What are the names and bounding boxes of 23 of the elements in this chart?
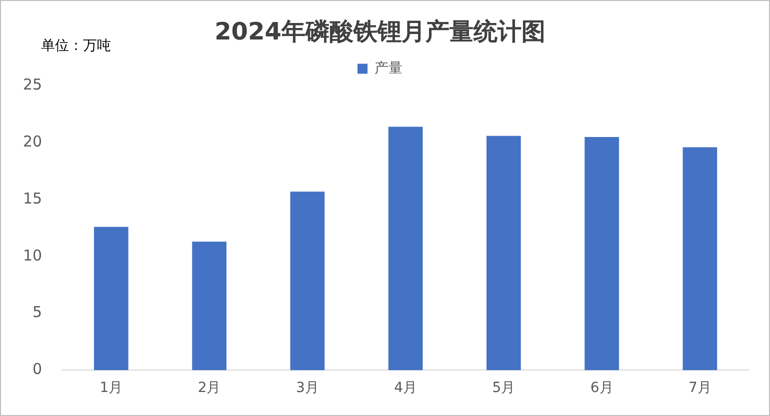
y-tick-label: 20 <box>22 132 42 151</box>
bar <box>486 136 521 370</box>
chart-title: 2024年磷酸铁锂月产量统计图 <box>214 18 546 46</box>
y-tick-label: 5 <box>32 303 42 322</box>
x-tick-label: 6月 <box>590 380 614 396</box>
bar <box>192 242 226 370</box>
x-tick-label: 1月 <box>100 380 123 396</box>
y-tick-label: 0 <box>32 360 42 378</box>
bar <box>290 192 325 370</box>
y-tick-label: 25 <box>22 76 42 94</box>
x-tick-label: 5月 <box>492 380 516 396</box>
y-tick-label: 10 <box>22 246 42 264</box>
x-tick-label: 7月 <box>688 380 712 396</box>
bar <box>682 147 718 370</box>
bar <box>388 126 423 370</box>
legend-label: 产量 <box>374 60 402 76</box>
x-tick-label: 3月 <box>296 380 319 396</box>
y-axis-title: 单位：万吨 <box>41 37 111 55</box>
bar <box>94 226 128 370</box>
bar <box>584 136 619 370</box>
y-tick-label: 15 <box>22 189 42 208</box>
x-tick-label: 2月 <box>198 380 221 396</box>
x-tick-label: 4月 <box>394 380 418 396</box>
